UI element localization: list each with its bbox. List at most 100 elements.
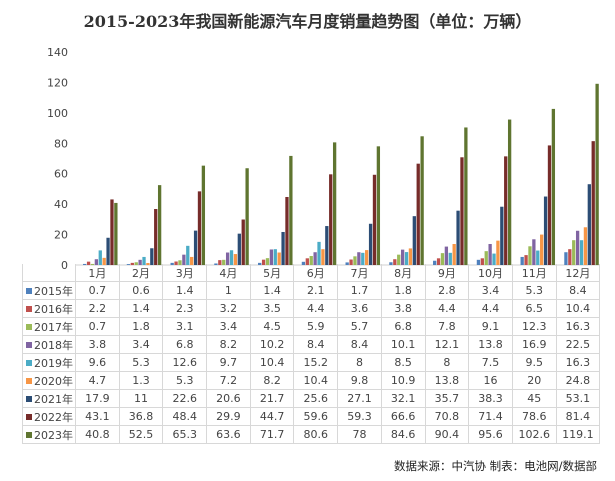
bar-2016年-4月 [218,260,222,265]
table-row: 2023年 40.8 52.5 65.3 63.6 71.7 80.6 78 84.6 90.4 9… [22,425,601,444]
data-label: 59.6 [293,407,339,426]
data-label: 12.3 [511,317,557,336]
data-label: 16.3 [555,317,601,336]
series-name: 2020年 [34,374,73,388]
data-label: 84.6 [380,425,426,444]
bar-2023年-12月 [595,83,599,266]
data-label: 3.4 [206,317,251,336]
bar-2023年-3月 [201,165,206,265]
data-label: 9.5 [511,353,557,372]
bar-2020年-11月 [540,234,544,265]
data-label: 9.6 [75,353,120,372]
bar-2021年-6月 [325,226,329,265]
bar-2018年-11月 [532,239,536,265]
data-label: 7.2 [206,371,251,390]
data-label: 3.2 [206,299,251,318]
data-label: 65.3 [162,425,208,444]
bar-2020年-4月 [233,254,238,265]
bar-2016年-11月 [524,255,528,265]
data-label: 9.1 [468,317,513,336]
legend-entry: 2023年 [22,425,76,444]
source-note: 数据来源：中汽协 制表：电池网/数据部 [393,459,597,473]
data-label: 90.4 [424,425,470,444]
bar-2021年-2月 [150,248,154,265]
bar-2022年-7月 [372,174,377,265]
bar-2018年-12月 [575,230,580,265]
bar-2017年-11月 [528,246,532,265]
data-label: 6.8 [380,317,426,336]
bar-2017年-9月 [440,253,445,265]
data-label: 81.4 [555,407,601,426]
data-label: 8.2 [206,335,251,354]
legend-swatch [26,342,32,348]
bar-2023年-11月 [551,108,556,265]
data-label: 5.9 [293,317,339,336]
data-label: 9.7 [206,353,251,372]
bar-2016年-1月 [86,261,91,265]
data-label: 21.7 [249,389,295,408]
legend-entry: 2022年 [22,407,76,426]
data-label: 3.5 [249,299,295,318]
series-name: 2015年 [34,284,73,298]
bar-2019年-6月 [317,241,321,265]
x-tick-label: 2月 [118,264,164,282]
legend-entry: 2016年 [22,299,76,318]
table-row: 2016年 2.2 1.4 2.3 3.2 3.5 4.4 3.6 3.8 4.4 4.4 6.5 10… [22,299,601,318]
data-label: 48.4 [162,407,208,426]
data-label: 4.5 [249,317,295,336]
x-tick-label: 5月 [249,264,295,282]
table-row: 2018年 3.8 3.4 6.8 8.2 10.2 8.4 8.4 10.1 12.1 13.8 1… [22,335,601,354]
bar-2022年-11月 [547,145,552,265]
legend-swatch [26,378,32,384]
legend-entry: 2019年 [22,353,76,372]
bar-2017年-6月 [309,256,313,265]
bar-2020年-3月 [190,256,194,265]
bar-2020年-9月 [452,244,456,265]
data-label: 22.5 [555,335,601,354]
bar-2018年-2月 [138,259,142,265]
data-label: 4.4 [424,299,470,318]
series-name: 2018年 [34,338,73,352]
bar-2017年-12月 [572,240,576,265]
data-label: 2.1 [293,281,339,300]
y-tick-label: 60 [54,168,68,181]
x-tick-label: 8月 [380,264,426,282]
data-label: 24.8 [555,371,601,390]
data-label: 4.4 [468,299,513,318]
bar-2019年-7月 [361,252,365,265]
bar-2021年-12月 [587,184,591,265]
bar-2018年-6月 [313,252,317,265]
bar-2016年-5月 [261,259,266,265]
data-label: 10.4 [293,371,339,390]
bar-2021年-5月 [281,231,285,265]
data-label: 0.7 [75,281,120,300]
data-label: 40.8 [75,425,120,444]
data-label: 1.7 [337,281,382,300]
series-name: 2016年 [34,302,73,316]
x-tick-label: 9月 [424,264,470,282]
legend-swatch [26,324,32,330]
bar-2018年-10月 [488,244,492,265]
data-label: 3.1 [162,317,208,336]
data-label: 44.7 [249,407,295,426]
bar-2023年-7月 [376,146,381,265]
data-label: 5.3 [511,281,557,300]
data-label: 8.5 [380,353,426,372]
data-label: 17.9 [75,389,120,408]
data-label: 12.6 [162,353,208,372]
bar-2015年-6月 [301,261,306,265]
bar-2018年-5月 [269,249,274,265]
legend-entry: 2021年 [22,389,76,408]
bar-2022年-9月 [460,157,464,265]
table-corner [22,264,76,282]
bar-2018年-3月 [182,254,186,265]
table-row: 2022年 43.1 36.8 48.4 29.9 44.7 59.6 59.3 66.6 70.… [22,407,601,426]
x-tick-label: 3月 [162,264,208,282]
data-label: 29.9 [206,407,251,426]
bar-2021年-7月 [368,223,373,265]
bar-2022年-2月 [154,209,158,265]
data-label: 0.7 [75,317,120,336]
x-tick-label: 7月 [337,264,382,282]
data-label: 0.6 [118,281,164,300]
bar-2016年-6月 [305,258,309,265]
